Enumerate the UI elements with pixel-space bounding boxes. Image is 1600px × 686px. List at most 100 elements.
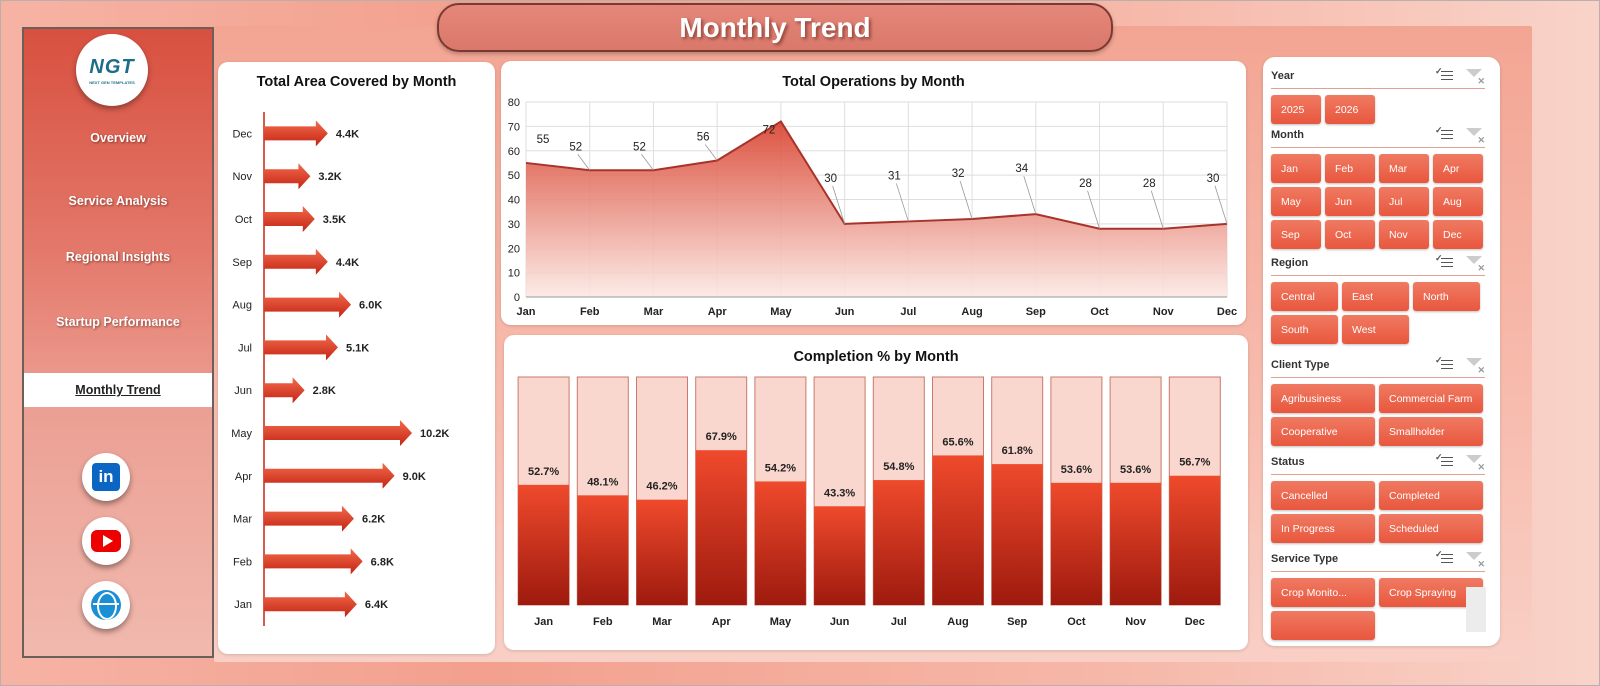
slicer-item[interactable]: 2025	[1271, 95, 1321, 124]
slicer-title: Status	[1271, 455, 1305, 468]
slicer-item[interactable]: Cancelled	[1271, 481, 1375, 510]
slicer-item[interactable]: Smallholder	[1379, 417, 1483, 446]
ops-data-label: 31	[888, 170, 901, 182]
completion-x-tick: Sep	[1007, 616, 1027, 628]
ops-x-tick: Apr	[708, 306, 728, 318]
area-data-label: 6.8K	[371, 556, 394, 568]
slicer-item[interactable]: Cooperative	[1271, 417, 1375, 446]
slicer-item[interactable]: 2026	[1325, 95, 1375, 124]
slicer-item[interactable]: West	[1342, 315, 1409, 344]
slicer-item[interactable]: In Progress	[1271, 514, 1375, 543]
completion-data-label: 43.3%	[824, 487, 855, 499]
completion-data-label: 46.2%	[646, 481, 677, 493]
area-bar-aug	[264, 291, 352, 318]
slicer-item[interactable]: Apr	[1433, 154, 1483, 183]
ops-x-tick: Mar	[644, 306, 664, 318]
nav-overview[interactable]: Overview	[90, 131, 146, 145]
completion-x-tick: Mar	[652, 616, 672, 628]
completion-bar-feb	[577, 495, 629, 605]
ops-y-tick: 50	[508, 170, 520, 182]
completion-bar-jan	[518, 484, 570, 605]
slicer-item[interactable]: Crop Monito...	[1271, 578, 1375, 607]
slicer-item[interactable]: Aug	[1433, 187, 1483, 216]
slicer-item[interactable]: East	[1342, 282, 1409, 311]
clear-filter-icon[interactable]	[1465, 454, 1485, 472]
slicer-item[interactable]: Scheduled	[1379, 514, 1483, 543]
ops-data-label: 30	[824, 173, 837, 185]
multi-select-icon[interactable]	[1435, 125, 1453, 142]
area-data-label: 3.2K	[318, 171, 341, 183]
slicer-item[interactable]: Jun	[1325, 187, 1375, 216]
completion-data-label: 67.9%	[706, 431, 737, 443]
completion-bar-mar	[636, 499, 688, 605]
nav-regional-insights[interactable]: Regional Insights	[65, 250, 171, 264]
completion-bar-apr	[695, 450, 747, 605]
multi-select-icon[interactable]	[1435, 253, 1453, 270]
ops-x-tick: Feb	[580, 306, 600, 318]
completion-data-label: 54.2%	[765, 462, 796, 474]
clear-filter-icon[interactable]	[1465, 68, 1485, 86]
slicer-header-icons	[1435, 452, 1485, 472]
ops-area-fill	[526, 121, 1227, 297]
slicer-item[interactable]: Mar	[1379, 154, 1429, 183]
website-button[interactable]	[82, 581, 130, 629]
nav-startup-performance[interactable]: Startup Performance	[56, 315, 180, 329]
slicer-header: Status	[1271, 449, 1485, 475]
slicer-item[interactable]: Jan	[1271, 154, 1321, 183]
slicer-item[interactable]: South	[1271, 315, 1338, 344]
slicer-item[interactable]: May	[1271, 187, 1321, 216]
slicer-item[interactable]: Oct	[1325, 220, 1375, 249]
sidebar: NGT NEXT GEN TEMPLATES Overview Service …	[22, 27, 214, 658]
multi-select-icon[interactable]	[1435, 66, 1453, 83]
slicer-item[interactable]: Dec	[1433, 220, 1483, 249]
area-covered-card: Total Area Covered by Month Dec 4.4K Nov 3.…	[218, 62, 495, 654]
ops-x-tick: Jun	[835, 306, 855, 318]
slicer-item[interactable]: Commercial Farm	[1379, 384, 1483, 413]
completion-x-tick: Feb	[593, 616, 613, 628]
completion-chart-title: Completion % by Month	[793, 349, 959, 365]
clear-filter-icon[interactable]	[1465, 255, 1485, 273]
ops-data-label: 28	[1079, 178, 1092, 190]
slicer-item[interactable]: Sep	[1271, 220, 1321, 249]
clear-filter-icon[interactable]	[1465, 357, 1485, 375]
slicer-item[interactable]: Jul	[1379, 187, 1429, 216]
slicer-item[interactable]: Nov	[1379, 220, 1429, 249]
slicer-item[interactable]: Agribusiness	[1271, 384, 1375, 413]
ops-y-tick: 60	[508, 146, 520, 158]
area-data-label: 6.2K	[362, 514, 385, 526]
slicer-item[interactable]: North	[1413, 282, 1480, 311]
area-data-label: 10.2K	[420, 428, 449, 440]
page-title-bar: Monthly Trend	[437, 3, 1113, 52]
slicer-header-icons	[1435, 66, 1485, 86]
ops-x-tick: Dec	[1217, 306, 1237, 318]
ops-series-line	[525, 120, 1228, 230]
completion-data-label: 65.6%	[942, 436, 973, 448]
nav-monthly-trend[interactable]: Monthly Trend	[24, 373, 212, 407]
slicer-item[interactable]: Central	[1271, 282, 1338, 311]
slicer-item[interactable]: Completed	[1379, 481, 1483, 510]
ops-data-label: 28	[1143, 178, 1156, 190]
slicer-scrollbar[interactable]	[1466, 587, 1486, 632]
linkedin-button[interactable]: in	[82, 453, 130, 501]
area-category-label: Jan	[234, 599, 252, 611]
slicer-item[interactable]: Crop Spraying	[1379, 578, 1483, 607]
completion-chart: 52.7% Jan 48.1% Feb 46.2% Mar 67.9% Apr 54.2% May…	[517, 376, 1221, 628]
clear-filter-icon[interactable]	[1465, 551, 1485, 569]
ops-y-tick: 30	[508, 219, 520, 231]
nav-service-analysis[interactable]: Service Analysis	[68, 194, 168, 208]
ops-x-tick: Jan	[517, 306, 536, 318]
multi-select-icon[interactable]	[1435, 355, 1453, 372]
ops-y-tick: 70	[508, 121, 520, 133]
clear-filter-icon[interactable]	[1465, 127, 1485, 145]
ops-data-label: 56	[697, 132, 710, 144]
multi-select-icon[interactable]	[1435, 452, 1453, 469]
area-category-label: Sep	[232, 257, 252, 269]
slicer-title: Service Type	[1271, 552, 1339, 565]
slicer-item[interactable]: Feb	[1325, 154, 1375, 183]
youtube-button[interactable]	[82, 517, 130, 565]
slicer-header-icons	[1435, 549, 1485, 569]
multi-select-icon[interactable]	[1435, 549, 1453, 566]
slicer-item[interactable]	[1271, 611, 1375, 640]
